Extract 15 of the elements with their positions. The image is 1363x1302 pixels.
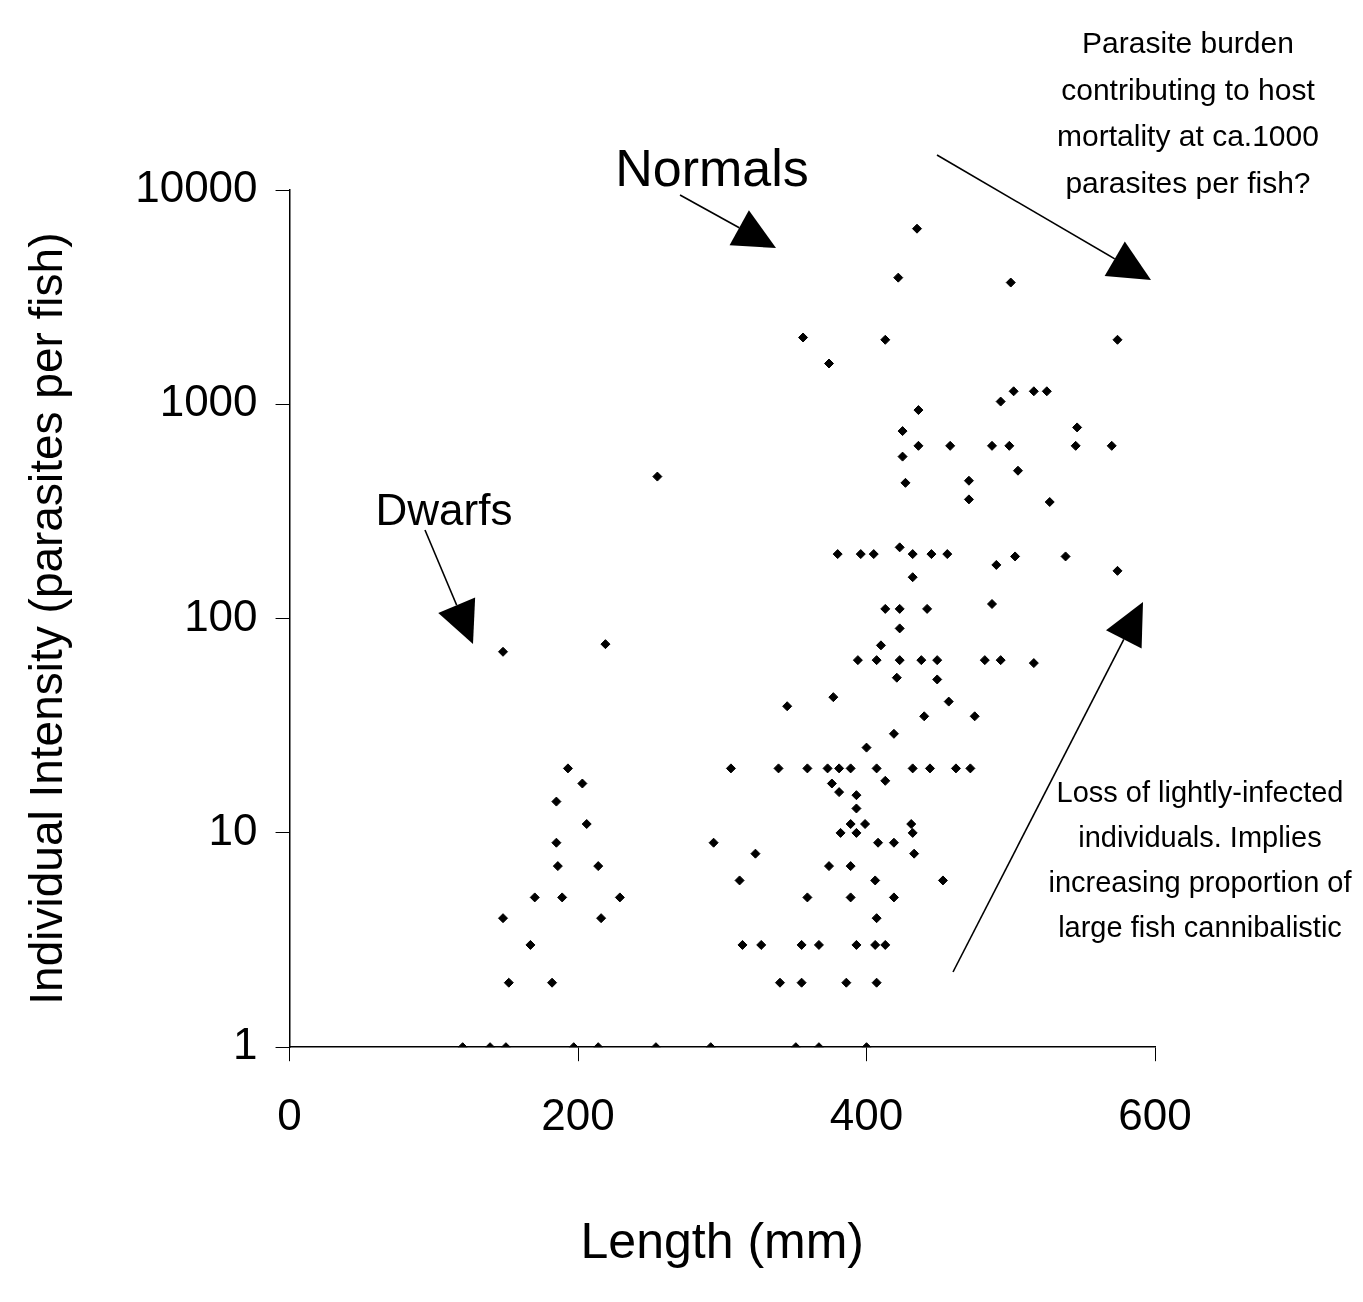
x-tick-label: 0 (277, 1089, 302, 1139)
y-tick-label: 10000 (135, 162, 258, 212)
y-tick-label: 10 (208, 805, 258, 855)
annotation: Parasite burden contributing to host mortality at ca.1000 parasites per fish? (1056, 25, 1320, 201)
x-tick-label: 400 (829, 1089, 904, 1139)
x-axis-title: Length (mm) (580, 1212, 864, 1269)
x-tick-label: 600 (1118, 1089, 1192, 1139)
annotation: Dwarfs (374, 484, 514, 536)
y-tick-label: 1000 (159, 376, 258, 426)
x-tick-label: 200 (541, 1089, 615, 1139)
annotation: Normals (614, 138, 810, 199)
y-tick-label: 1 (233, 1019, 258, 1069)
y-axis-title: Individual Intensity (parasites per fish) (20, 232, 73, 1005)
y-tick-label: 100 (184, 590, 258, 640)
annotation: Loss of lightly-infected individuals. Implies increasing proportion of large fish cannibalistic (1047, 775, 1353, 945)
